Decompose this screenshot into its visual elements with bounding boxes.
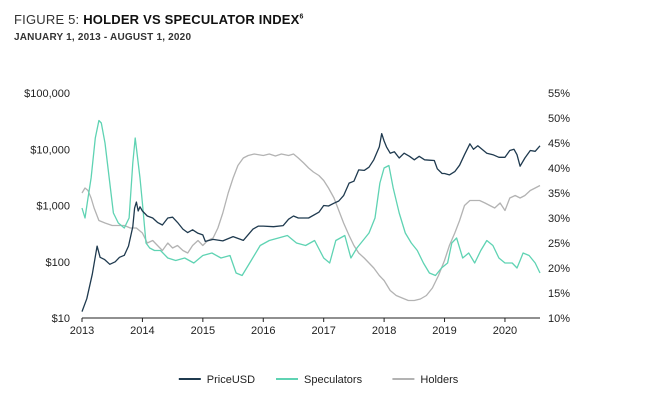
y-left-tick-label: $1,000 [36,201,70,213]
y-right-tick-label: 10% [548,313,570,325]
left-axis-ticks: $100,000 $10,000 $1,000 $100 $10 [24,88,70,325]
y-left-tick-label: $100,000 [24,88,70,100]
legend-label-holders: Holders [420,374,458,386]
y-right-tick-label: 50% [548,113,570,125]
figure-title: FIGURE 5: HOLDER VS SPECULATOR INDEX6 [14,12,304,27]
legend-label-speculators: Speculators [304,374,363,386]
y-right-tick-label: 45% [548,138,570,150]
x-tick-label: 2015 [191,325,215,337]
figure-main-title: HOLDER VS SPECULATOR INDEX [83,12,300,27]
y-left-tick-label: $10 [52,313,70,325]
y-left-tick-label: $100 [46,257,70,269]
series-line-speculators [81,119,541,277]
y-right-tick-label: 25% [548,238,570,250]
figure-subtitle: JANUARY 1, 2013 - AUGUST 1, 2020 [14,32,192,43]
figure-label: FIGURE 5: [14,12,80,27]
legend-label-priceusd: PriceUSD [207,374,255,386]
x-tick-label: 2013 [70,325,94,337]
series-line-holders [81,153,541,302]
y-right-tick-label: 20% [548,263,570,275]
legend: PriceUSD Speculators Holders [178,374,459,386]
y-right-tick-label: 55% [548,88,570,100]
x-tick-label: 2019 [432,325,456,337]
plot-lines [81,119,541,312]
y-left-tick-label: $10,000 [30,144,70,156]
x-tick-label: 2018 [372,325,396,337]
x-axis: 2013 2014 2015 2016 2017 2018 2019 2020 [70,317,540,337]
y-right-tick-label: 30% [548,213,570,225]
y-right-tick-label: 40% [548,163,570,175]
x-tick-label: 2020 [493,325,517,337]
footnote-marker: 6 [299,13,304,21]
x-tick-label: 2016 [251,325,275,337]
right-axis-ticks: 55% 50% 45% 40% 35% 30% 25% 20% 15% 10% [548,88,570,325]
y-right-tick-label: 15% [548,288,570,300]
series-line-priceusd [81,132,541,312]
x-tick-label: 2014 [130,325,154,337]
x-tick-label: 2017 [311,325,335,337]
y-right-tick-label: 35% [548,188,570,200]
